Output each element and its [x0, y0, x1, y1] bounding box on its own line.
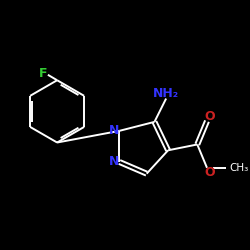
- Text: O: O: [205, 110, 216, 123]
- Text: O: O: [205, 166, 216, 179]
- Text: CH₃: CH₃: [229, 163, 248, 173]
- Text: N: N: [108, 124, 119, 137]
- Text: NH₂: NH₂: [153, 87, 179, 100]
- Text: N: N: [108, 156, 119, 168]
- Text: F: F: [38, 67, 47, 80]
